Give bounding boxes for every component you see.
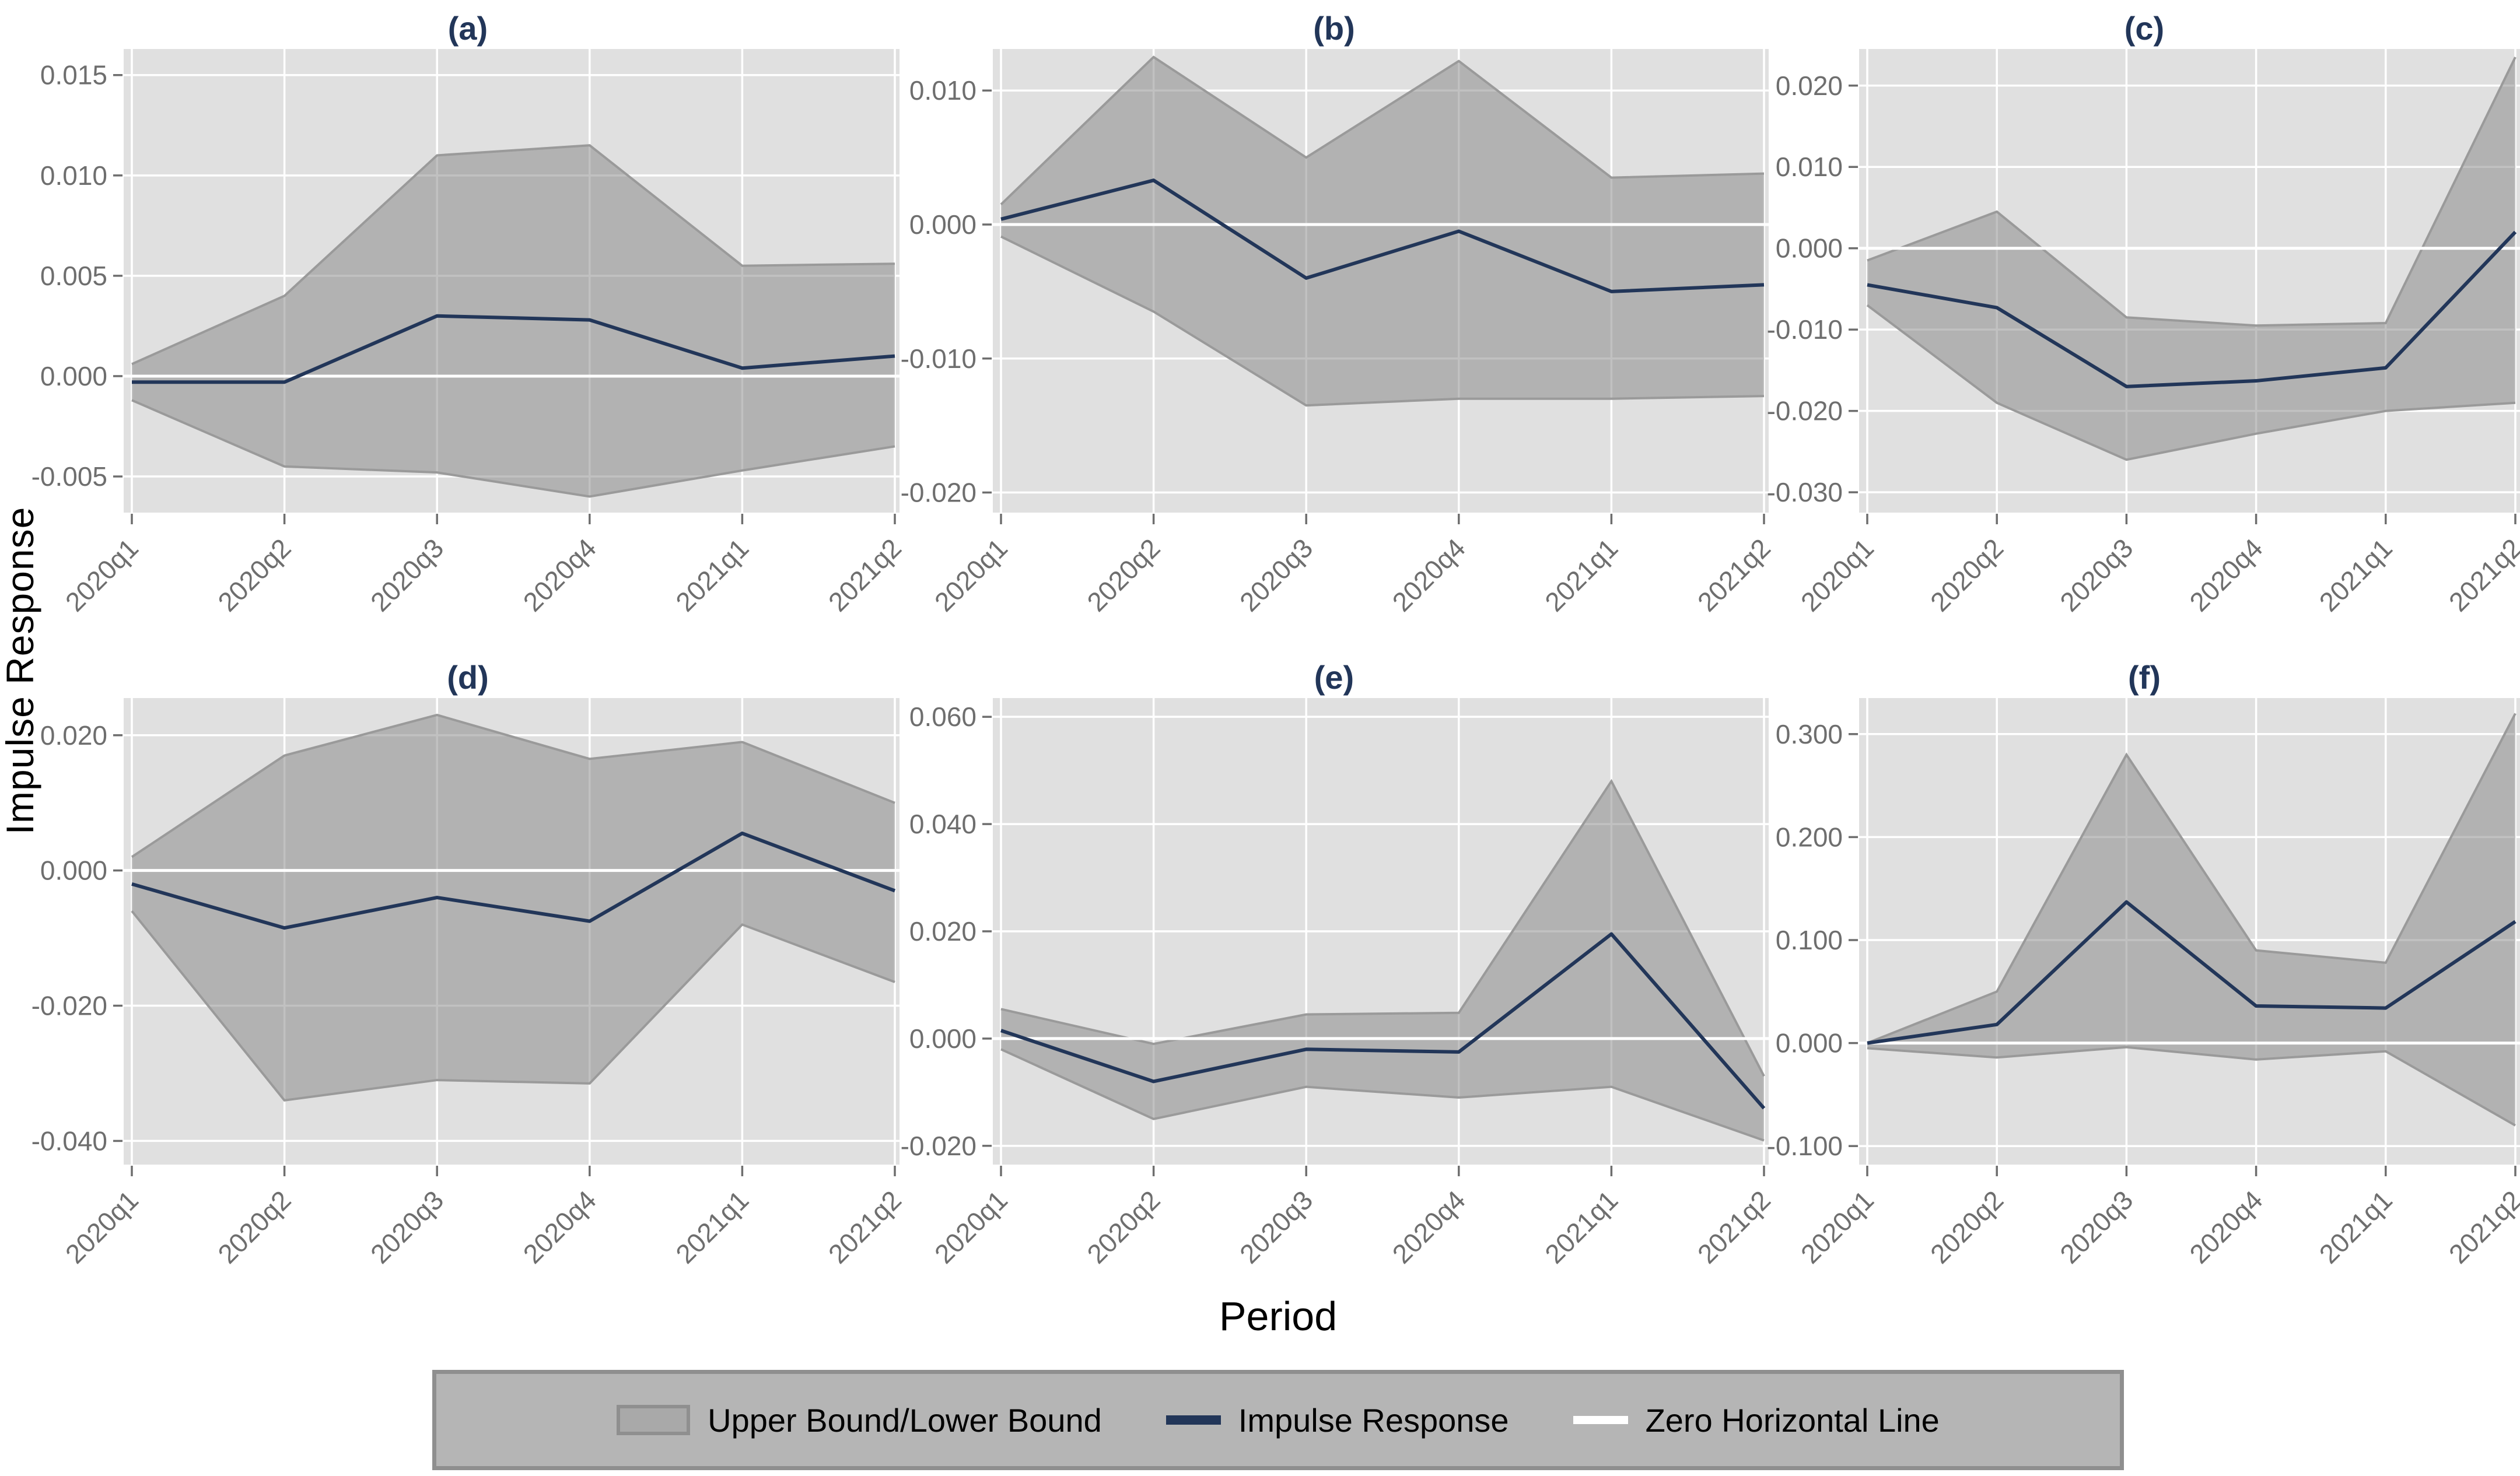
svg-text:0.005: 0.005 [40, 261, 107, 291]
svg-text:0.060: 0.060 [909, 702, 977, 732]
svg-text:2020q4: 2020q4 [2183, 532, 2268, 617]
svg-text:2020q4: 2020q4 [517, 532, 602, 617]
panel-d-title: (d) [447, 659, 489, 696]
svg-text:-0.020: -0.020 [1767, 396, 1843, 426]
svg-text:0.020: 0.020 [1776, 71, 1843, 101]
legend-label-bounds: Upper Bound/Lower Bound [708, 1401, 1102, 1439]
panel-c-title: (c) [2124, 10, 2165, 47]
svg-text:2021q2: 2021q2 [1692, 532, 1776, 617]
panel-b: (b) 0.010 0.000 -0.010 -0.020 2020q1 2020q2 20… [900, 8, 1777, 657]
svg-text:2020q2: 2020q2 [1081, 1184, 1166, 1269]
panel-a-plot: 0.015 0.010 0.005 0.000 -0.005 2020q1 2020q2 20… [32, 49, 907, 618]
svg-text:2020q4: 2020q4 [1387, 1184, 1471, 1269]
y-axis-label: Impulse Response [0, 506, 41, 835]
svg-text:2021q1: 2021q1 [670, 1184, 754, 1269]
svg-text:2021q1: 2021q1 [2314, 1184, 2398, 1269]
svg-text:0.000: 0.000 [40, 361, 107, 391]
svg-text:2021q1: 2021q1 [2314, 532, 2398, 617]
legend: Upper Bound/Lower Bound Impulse Response… [432, 1370, 2124, 1470]
panel-grid: (a) 0.015 0.010 0.005 0.000 -0.005 2020q1 2020… [32, 8, 2520, 1309]
svg-text:0.010: 0.010 [40, 160, 107, 191]
svg-text:2020q2: 2020q2 [212, 532, 296, 617]
x-axis-label: Period [1219, 1293, 1338, 1339]
svg-text:2020q1: 2020q1 [1795, 532, 1880, 617]
svg-text:0.020: 0.020 [909, 916, 977, 946]
panel-a: (a) 0.015 0.010 0.005 0.000 -0.005 2020q1 2020… [32, 8, 908, 657]
svg-text:2020q3: 2020q3 [1234, 1184, 1318, 1269]
svg-text:-0.020: -0.020 [901, 478, 977, 508]
svg-text:0.015: 0.015 [40, 60, 107, 90]
panel-a-title: (a) [447, 10, 488, 47]
svg-text:2021q1: 2021q1 [670, 532, 754, 617]
legend-label-impulse: Impulse Response [1238, 1401, 1509, 1439]
panel-d-plot: 0.020 0.000 -0.020 -0.040 2020q1 2020q2 2020q3… [32, 698, 907, 1270]
svg-text:2020q1: 2020q1 [60, 1184, 144, 1269]
legend-item-impulse: Impulse Response [1166, 1401, 1509, 1439]
legend-item-bounds: Upper Bound/Lower Bound [617, 1401, 1102, 1439]
svg-text:2021q1: 2021q1 [1539, 1184, 1623, 1269]
svg-text:0.040: 0.040 [909, 809, 977, 839]
svg-text:-0.030: -0.030 [1767, 477, 1843, 507]
legend-item-zero: Zero Horizontal Line [1573, 1401, 1940, 1439]
svg-text:2021q2: 2021q2 [2443, 1184, 2520, 1269]
svg-text:2020q2: 2020q2 [1924, 1184, 2009, 1269]
svg-text:2020q4: 2020q4 [2183, 1184, 2268, 1269]
zero-line-swatch-icon [1573, 1416, 1628, 1424]
svg-text:0.000: 0.000 [909, 209, 977, 240]
svg-text:-0.020: -0.020 [32, 991, 107, 1021]
svg-text:0.000: 0.000 [40, 856, 107, 886]
legend-label-zero: Zero Horizontal Line [1645, 1401, 1940, 1439]
panel-b-plot: 0.010 0.000 -0.010 -0.020 2020q1 2020q2 2020q3… [901, 49, 1776, 618]
panel-e: (e) 0.060 0.040 0.020 0.000 -0.020 2020q1 2020… [900, 657, 1777, 1309]
svg-text:2020q2: 2020q2 [212, 1184, 296, 1269]
svg-text:2021q2: 2021q2 [2443, 532, 2520, 617]
svg-text:-0.010: -0.010 [901, 343, 977, 374]
svg-text:2020q4: 2020q4 [517, 1184, 602, 1269]
panel-f: (f) 0.300 0.200 0.100 0.000 -0.100 2020q1 2020… [1767, 657, 2520, 1309]
panel-c: (c) 0.020 0.010 0.000 -0.010 -0.020 -0.030 202… [1767, 8, 2520, 657]
panel-e-plot: 0.060 0.040 0.020 0.000 -0.020 2020q1 2020q2 20… [901, 698, 1776, 1270]
panel-d: (d) 0.020 0.000 -0.020 -0.040 2020q1 2020q2 20… [32, 657, 908, 1309]
svg-text:0.300: 0.300 [1776, 719, 1843, 749]
panel-f-title: (f) [2128, 659, 2161, 696]
svg-text:-0.005: -0.005 [32, 461, 107, 492]
impulse-line-swatch-icon [1166, 1415, 1221, 1425]
svg-text:2020q1: 2020q1 [929, 1184, 1013, 1269]
panel-c-plot: 0.020 0.010 0.000 -0.010 -0.020 -0.030 2020q1 2… [1767, 49, 2520, 618]
svg-text:0.100: 0.100 [1776, 925, 1843, 955]
svg-text:0.000: 0.000 [1776, 1028, 1843, 1058]
svg-text:2020q1: 2020q1 [1795, 1184, 1880, 1269]
svg-text:-0.040: -0.040 [32, 1126, 107, 1156]
panel-f-plot: 0.300 0.200 0.100 0.000 -0.100 2020q1 2020q2 20… [1767, 698, 2520, 1270]
band-swatch-icon [617, 1405, 691, 1435]
panel-b-title: (b) [1313, 10, 1355, 47]
svg-text:-0.010: -0.010 [1767, 314, 1843, 345]
svg-text:2020q3: 2020q3 [365, 532, 449, 617]
svg-text:2020q3: 2020q3 [2054, 532, 2138, 617]
svg-text:2021q2: 2021q2 [822, 532, 907, 617]
figure-content: (a) 0.015 0.010 0.005 0.000 -0.005 2020q1 2020… [32, 8, 2520, 1470]
svg-text:0.010: 0.010 [909, 75, 977, 106]
svg-text:0.000: 0.000 [1776, 233, 1843, 264]
svg-text:2020q2: 2020q2 [1081, 532, 1166, 617]
svg-text:2020q1: 2020q1 [929, 532, 1013, 617]
svg-text:0.010: 0.010 [1776, 152, 1843, 182]
svg-text:0.200: 0.200 [1776, 822, 1843, 852]
svg-text:2021q2: 2021q2 [822, 1184, 907, 1269]
svg-text:2020q4: 2020q4 [1387, 532, 1471, 617]
svg-text:0.020: 0.020 [40, 720, 107, 751]
svg-text:2021q2: 2021q2 [1692, 1184, 1776, 1269]
svg-text:2020q3: 2020q3 [365, 1184, 449, 1269]
svg-text:0.000: 0.000 [909, 1023, 977, 1054]
svg-text:-0.100: -0.100 [1767, 1131, 1843, 1161]
svg-text:2020q3: 2020q3 [2054, 1184, 2138, 1269]
svg-text:2021q1: 2021q1 [1539, 532, 1623, 617]
panel-e-title: (e) [1314, 659, 1354, 696]
svg-text:2020q2: 2020q2 [1924, 532, 2009, 617]
svg-text:2020q1: 2020q1 [60, 532, 144, 617]
svg-text:-0.020: -0.020 [901, 1131, 977, 1161]
svg-text:2020q3: 2020q3 [1234, 532, 1318, 617]
